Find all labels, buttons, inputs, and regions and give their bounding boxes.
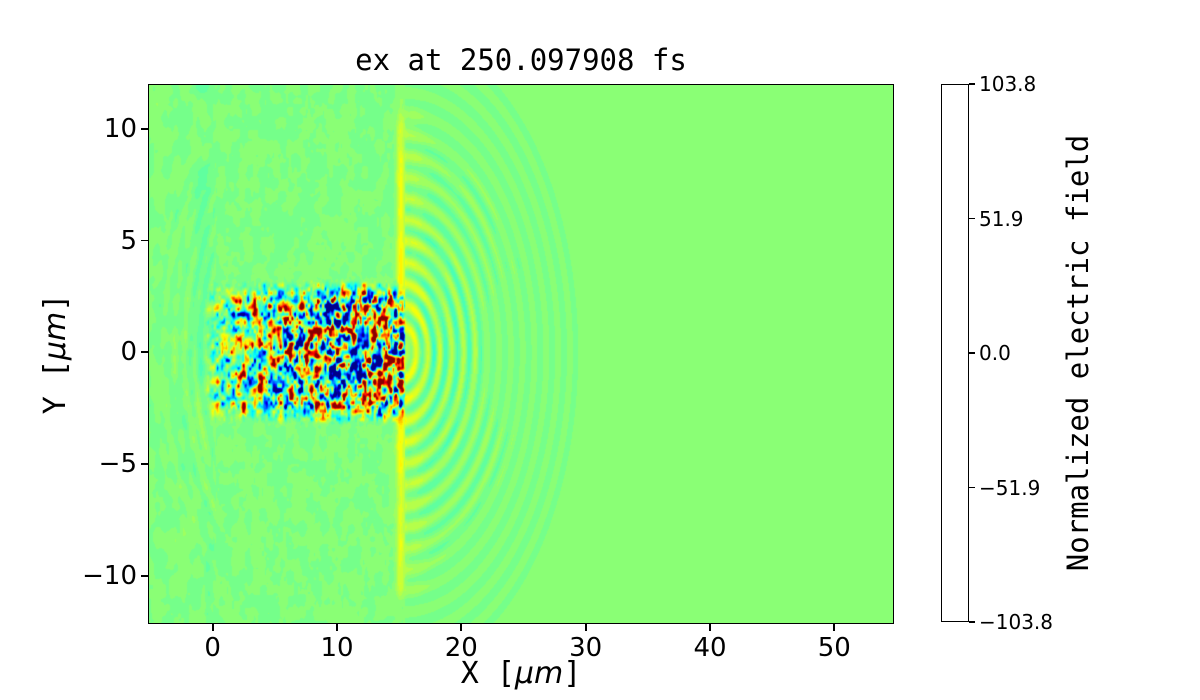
colorbar-tick-label: −51.9 bbox=[979, 475, 1041, 500]
y-tick-mark bbox=[141, 127, 148, 130]
y-tick-label: 5 bbox=[120, 225, 137, 256]
y-tick-label: 0 bbox=[120, 337, 137, 368]
x-tick-mark bbox=[211, 624, 214, 631]
colorbar-tick-label: −103.8 bbox=[979, 610, 1054, 634]
x-tick-label: 40 bbox=[693, 633, 727, 663]
y-tick-mark bbox=[141, 239, 148, 242]
y-tick-label: −10 bbox=[82, 560, 137, 591]
x-axis-label-pre: X [ bbox=[460, 656, 515, 691]
y-axis-label-pre: Y [ bbox=[38, 360, 73, 415]
x-tick-mark bbox=[584, 624, 587, 631]
colorbar-tick-label: 0.0 bbox=[979, 341, 1011, 365]
heatmap-canvas bbox=[148, 84, 894, 624]
colorbar-tick-mark bbox=[969, 83, 975, 85]
colorbar-tick-mark bbox=[969, 352, 975, 354]
x-tick-label: 30 bbox=[569, 633, 603, 663]
x-axis-label: X [μm] bbox=[148, 656, 894, 692]
y-axis-label: Y [μm] bbox=[38, 294, 74, 415]
colorbar-label: Normalized electric field bbox=[1061, 134, 1095, 572]
y-tick-label: 10 bbox=[103, 113, 137, 144]
y-axis-label-post: ] bbox=[38, 293, 73, 312]
colorbar-tick-mark bbox=[969, 217, 975, 220]
y-tick-label: −5 bbox=[98, 449, 137, 480]
x-axis-label-post: ] bbox=[563, 656, 582, 691]
plot-title: ex at 250.097908 fs bbox=[355, 43, 687, 77]
colorbar-tick-label: 51.9 bbox=[979, 206, 1024, 231]
x-tick-mark bbox=[336, 624, 338, 631]
colorbar-tick-mark bbox=[969, 486, 975, 489]
colorbar-tick-label: 103.8 bbox=[979, 72, 1037, 96]
x-tick-mark bbox=[833, 624, 836, 631]
x-tick-label: 10 bbox=[320, 633, 354, 663]
x-axis-unit: μm bbox=[514, 656, 564, 691]
x-tick-label: 0 bbox=[204, 633, 221, 663]
x-tick-label: 50 bbox=[817, 633, 851, 663]
x-tick-label: 20 bbox=[444, 633, 478, 663]
y-axis-unit: μm bbox=[38, 311, 73, 361]
colorbar-tick-mark bbox=[969, 621, 975, 623]
y-tick-mark bbox=[141, 575, 148, 577]
colorbar bbox=[941, 84, 969, 622]
y-tick-mark bbox=[141, 351, 148, 354]
x-tick-mark bbox=[460, 624, 463, 631]
y-tick-mark bbox=[141, 463, 148, 466]
x-tick-mark bbox=[709, 624, 711, 631]
